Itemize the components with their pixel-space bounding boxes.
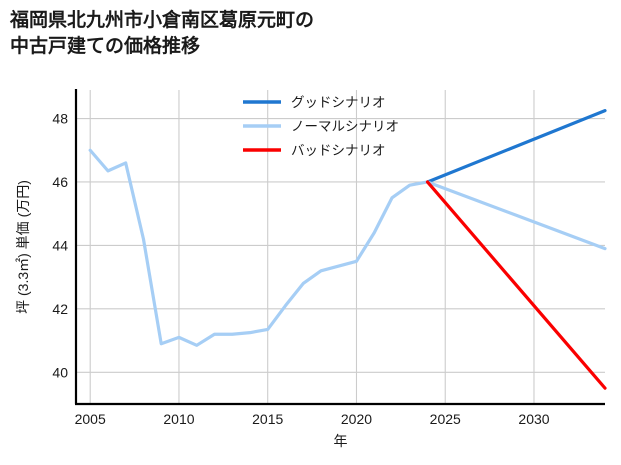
x-tick-label: 2010 [163,411,194,427]
x-gridlines [89,90,535,404]
legend-label-2: バッドシナリオ [291,143,386,158]
series-line-2 [425,180,607,390]
axis-spines [74,89,605,406]
y-gridlines [76,117,605,373]
y-tick-label: 40 [52,364,68,380]
x-axis-label: 年 [334,433,348,449]
x-tick-label: 2005 [75,411,106,427]
x-tick-label: 2020 [341,411,372,427]
series-line-1 [88,148,607,347]
y-tick-label: 42 [52,301,68,317]
y-tick-label: 48 [52,111,68,127]
x-tick-label: 2030 [518,411,549,427]
x-tick-labels: 2005 2010 2015 2020 2025 2030 [75,411,550,427]
chart-series-group [88,109,607,390]
y-tick-labels: 40 42 44 46 48 [52,111,68,381]
x-tick-label: 2025 [430,411,461,427]
legend-label-0: グッドシナリオ [291,95,386,110]
legend-label-1: ノーマルシナリオ [291,119,399,134]
x-tick-label: 2015 [252,411,283,427]
y-axis-label: 坪 (3.3㎡) 単価 (万円) [15,180,31,314]
series-line-0 [425,109,607,184]
chart-title: 福岡県北九州市小倉南区葛原元町の 中古戸建ての価格推移 [10,10,315,57]
y-tick-label: 44 [52,237,68,253]
y-tick-label: 46 [52,174,68,190]
